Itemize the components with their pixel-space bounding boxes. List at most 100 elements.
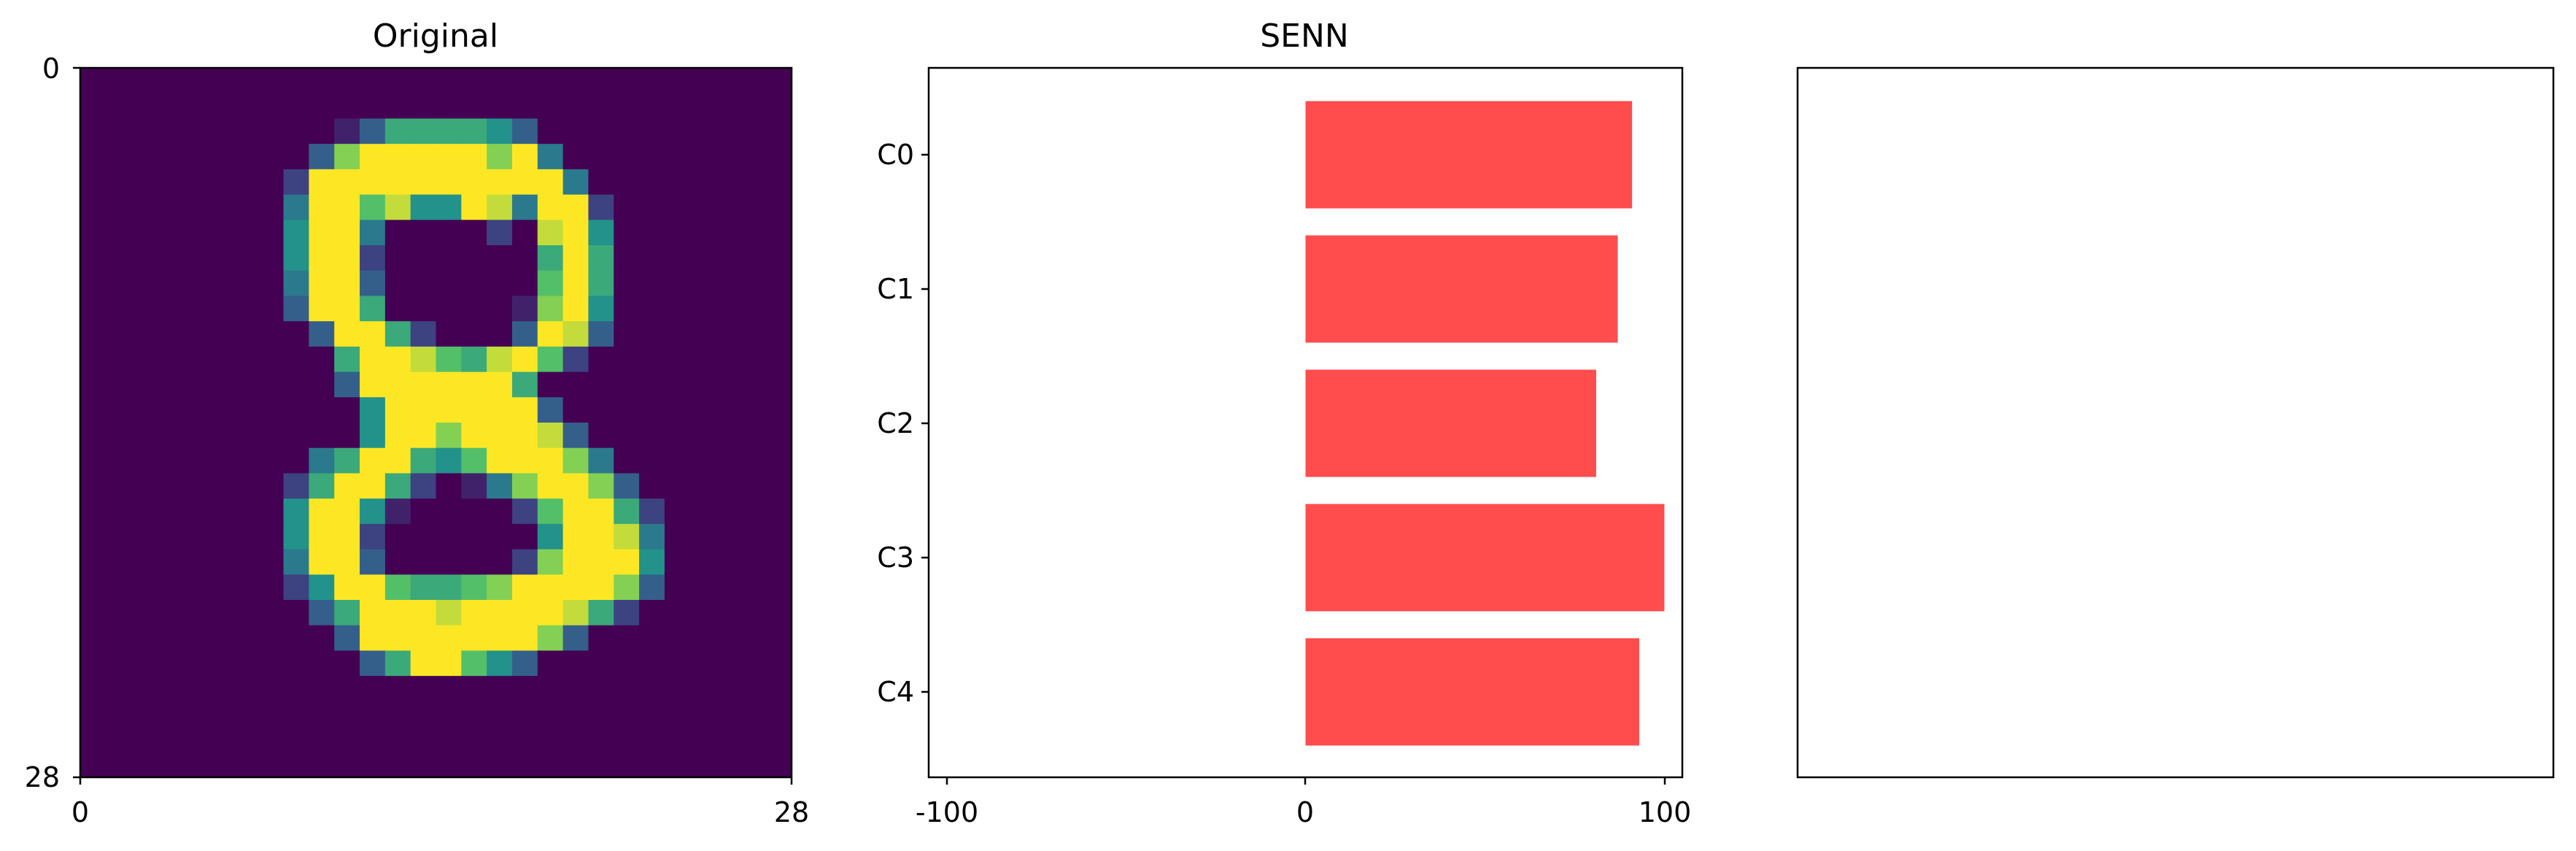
heatmap-cell (131, 752, 158, 778)
heatmap-cell (334, 701, 360, 728)
heatmap-cell (537, 270, 564, 297)
heatmap-cell (740, 321, 767, 347)
heatmap-cell (156, 473, 182, 499)
heatmap-cell (511, 93, 538, 120)
heatmap-cell (410, 650, 437, 677)
heatmap-cell (436, 523, 462, 550)
heatmap-cell (740, 498, 767, 525)
heatmap-cell (283, 397, 309, 423)
heatmap-cell (562, 549, 589, 575)
heatmap-cell (80, 523, 107, 550)
heatmap-cell (537, 423, 564, 449)
heatmap-cell (283, 194, 309, 220)
heatmap-cell (537, 574, 564, 601)
heatmap-cell (537, 752, 564, 778)
heatmap-cell (436, 600, 462, 626)
heatmap-cell (207, 676, 233, 702)
heatmap-cell (80, 68, 107, 94)
heatmap-cell (360, 270, 386, 297)
heatmap-cell (487, 169, 513, 196)
heatmap-cell (436, 169, 462, 196)
heatmap-cell (156, 194, 182, 220)
heatmap-cell (436, 423, 462, 449)
heatmap-cell (334, 220, 360, 246)
heatmap-cell (309, 93, 335, 120)
heatmap-cell (588, 397, 614, 423)
heatmap-cell (207, 523, 233, 550)
heatmap-cell (156, 498, 182, 525)
heatmap-cell (689, 194, 716, 220)
heatmap-cell (689, 498, 716, 525)
heatmap-cell (384, 220, 411, 246)
heatmap-cell (715, 625, 741, 652)
heatmap-cell (105, 169, 132, 196)
heatmap-cell (740, 346, 767, 373)
heatmap-cell (258, 270, 285, 297)
heatmap-cell (207, 296, 233, 322)
heatmap-cell (511, 371, 538, 398)
heatmap-cell (360, 321, 386, 347)
heatmap-cell (182, 423, 208, 449)
heatmap-cell (258, 296, 285, 322)
heatmap-cell (740, 169, 767, 196)
heatmap-cell (562, 346, 589, 373)
heatmap-cell (689, 473, 716, 499)
heatmap-cell (131, 321, 158, 347)
heatmap-cell (156, 346, 182, 373)
heatmap-cell (537, 397, 564, 423)
heatmap-cell (384, 321, 411, 347)
heatmap-cell (614, 169, 640, 196)
heatmap-cell (182, 752, 208, 778)
heatmap-cell (80, 701, 107, 728)
heatmap-cell (156, 423, 182, 449)
heatmap-cell (562, 68, 589, 94)
heatmap-cell (562, 650, 589, 677)
heatmap-cell (537, 523, 564, 550)
heatmap-cell (384, 726, 411, 752)
heatmap-cell (384, 397, 411, 423)
heatmap-cell (588, 321, 614, 347)
heatmap-cell (232, 423, 259, 449)
heatmap-cell (283, 346, 309, 373)
heatmap-cell (410, 397, 437, 423)
heatmap-cell (384, 523, 411, 550)
heatmap-cell (461, 397, 487, 423)
heatmap-cell (105, 650, 132, 677)
heatmap-cell (105, 423, 132, 449)
heatmap-cell (232, 296, 259, 322)
heatmap-cell (80, 118, 107, 145)
heatmap-cell (487, 68, 513, 94)
heatmap-cell (384, 194, 411, 220)
heatmap-cell (639, 498, 665, 525)
heatmap-cell (156, 144, 182, 170)
heatmap-cell (309, 423, 335, 449)
heatmap-cell (715, 68, 741, 94)
heatmap-cell (360, 726, 386, 752)
heatmap-cell (639, 371, 665, 398)
heatmap-cell (614, 321, 640, 347)
heatmap-cell (562, 726, 589, 752)
heatmap-cell (715, 118, 741, 145)
heatmap-cell (309, 498, 335, 525)
heatmap-cell (461, 676, 487, 702)
heatmap-cell (461, 118, 487, 145)
heatmap-cell (614, 523, 640, 550)
heatmap-cell (639, 625, 665, 652)
heatmap-cell (511, 296, 538, 322)
original-title: Original (373, 18, 498, 55)
heatmap-cell (511, 169, 538, 196)
heatmap-cell (131, 118, 158, 145)
heatmap-cell (283, 220, 309, 246)
heatmap-cell (461, 321, 487, 347)
heatmap-cell (182, 194, 208, 220)
heatmap-cell (664, 726, 691, 752)
heatmap-cell (283, 701, 309, 728)
heatmap-cell (487, 296, 513, 322)
heatmap-cell (766, 371, 792, 398)
heatmap-cell (309, 346, 335, 373)
heatmap-cell (588, 498, 614, 525)
heatmap-cell (537, 549, 564, 575)
heatmap-cell (436, 625, 462, 652)
heatmap-cell (182, 68, 208, 94)
original-xtick-label: 0 (71, 796, 89, 828)
